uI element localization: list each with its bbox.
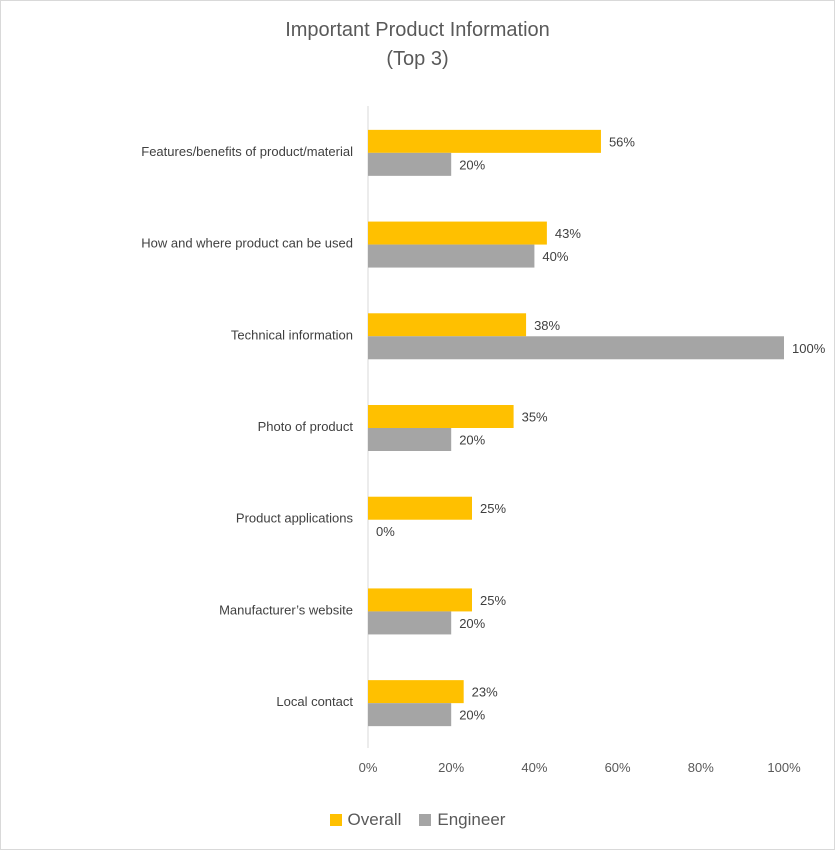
x-tick-label: 80%	[688, 760, 714, 775]
data-label-overall: 43%	[555, 226, 581, 241]
bar-engineer	[368, 611, 452, 635]
data-label-engineer: 100%	[792, 341, 826, 356]
bar-overall	[368, 313, 527, 337]
chart-title: Important Product Information	[285, 19, 550, 41]
bar-overall	[368, 129, 601, 153]
category-label: Features/benefits of product/material	[141, 144, 353, 159]
data-label-overall: 35%	[522, 410, 548, 425]
category-label: Photo of product	[258, 419, 354, 434]
chart-legend: Overall Engineer	[0, 810, 835, 830]
chart-subtitle: (Top 3)	[386, 48, 449, 70]
legend-swatch-engineer	[419, 814, 432, 826]
data-label-engineer: 20%	[459, 433, 485, 448]
x-tick-label: 0%	[359, 760, 378, 775]
x-tick-label: 40%	[521, 760, 547, 775]
x-tick-label: 20%	[438, 760, 464, 775]
data-label-overall: 38%	[534, 318, 560, 333]
data-label-engineer: 20%	[459, 708, 485, 723]
legend-label-overall: Overall	[347, 810, 402, 829]
bar-engineer	[368, 428, 452, 451]
category-label: Manufacturer’s website	[219, 602, 353, 617]
data-label-overall: 56%	[609, 134, 635, 149]
data-label-overall: 25%	[480, 501, 506, 516]
data-label-overall: 25%	[480, 593, 506, 608]
category-label: Technical information	[231, 327, 353, 342]
bar-engineer	[368, 336, 784, 360]
data-label-overall: 23%	[472, 685, 498, 700]
bar-engineer	[368, 152, 452, 176]
legend-item-overall: Overall	[329, 810, 402, 830]
bar-overall	[368, 680, 464, 704]
category-label: Local contact	[276, 694, 353, 709]
legend-item-engineer: Engineer	[419, 810, 505, 830]
data-label-engineer: 40%	[542, 249, 568, 264]
bar-overall	[368, 405, 514, 428]
x-tick-label: 60%	[605, 760, 631, 775]
category-label: Product applications	[236, 511, 354, 526]
x-tick-label: 100%	[767, 760, 801, 775]
data-label-engineer: 20%	[459, 616, 485, 631]
bar-engineer	[368, 703, 452, 727]
bar-engineer	[368, 244, 535, 268]
data-label-engineer: 0%	[376, 524, 395, 539]
category-label: How and where product can be used	[141, 236, 353, 251]
bar-overall	[368, 588, 472, 612]
data-label-engineer: 20%	[459, 157, 485, 172]
legend-swatch-overall	[329, 814, 342, 826]
legend-label-engineer: Engineer	[437, 810, 506, 829]
bar-overall	[368, 221, 547, 245]
bar-overall	[368, 496, 472, 520]
